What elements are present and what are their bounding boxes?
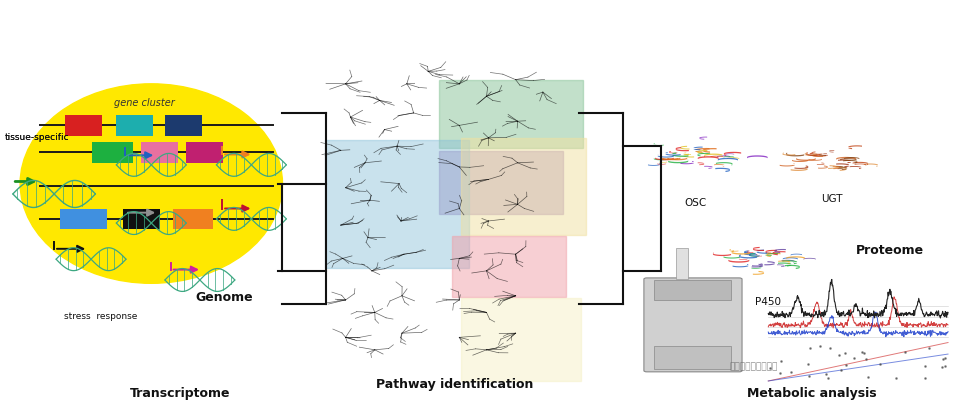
Point [822,344,838,351]
Point [812,343,828,349]
Point [847,354,862,361]
Text: UGT: UGT [820,194,843,204]
Text: tissue-specific: tissue-specific [5,133,69,142]
Text: Metabolic analysis: Metabolic analysis [747,387,877,399]
Text: Pathway identification: Pathway identification [376,378,533,392]
FancyBboxPatch shape [325,141,469,269]
Point [872,360,887,367]
Ellipse shape [20,84,282,283]
Point [935,356,951,363]
FancyBboxPatch shape [461,298,581,381]
Point [921,344,937,351]
Bar [65,115,102,136]
Bar [172,208,213,229]
Text: P450: P450 [755,296,781,306]
Point [837,349,852,356]
Point [918,374,933,381]
Point [888,374,904,381]
Bar [92,142,133,163]
Point [763,365,778,372]
Point [854,349,870,356]
Point [801,372,816,379]
Point [838,361,853,368]
FancyBboxPatch shape [439,80,583,148]
Bar [186,142,223,163]
Text: stress  response: stress response [64,312,137,321]
Bar [141,142,177,163]
Point [833,367,848,373]
FancyBboxPatch shape [451,236,566,297]
Point [773,369,788,376]
Point [935,364,951,371]
Bar [60,208,107,229]
Text: OSC: OSC [684,198,706,208]
Point [897,349,913,356]
Text: gene cluster: gene cluster [114,98,175,108]
Bar [124,208,160,229]
FancyBboxPatch shape [461,138,586,235]
Text: Proteome: Proteome [855,244,923,256]
Point [917,363,932,369]
Text: 中国农科院基因组所: 中国农科院基因组所 [730,362,777,371]
Point [937,355,953,362]
Point [800,361,815,367]
Text: Genome: Genome [196,291,253,304]
Point [831,351,847,358]
Point [818,371,834,377]
Bar [164,115,201,136]
FancyBboxPatch shape [644,278,742,372]
FancyBboxPatch shape [439,151,563,214]
Point [783,368,799,375]
Text: Transcriptome: Transcriptome [130,387,231,399]
Point [938,363,954,370]
Bar [117,115,153,136]
Bar [654,346,732,369]
Point [820,374,836,381]
Point [774,358,789,364]
Bar [654,280,732,300]
Text: tissue-specific: tissue-specific [5,133,69,142]
Bar [676,248,688,279]
Point [856,350,872,357]
Point [860,373,876,380]
Point [803,344,818,351]
Point [858,356,874,362]
